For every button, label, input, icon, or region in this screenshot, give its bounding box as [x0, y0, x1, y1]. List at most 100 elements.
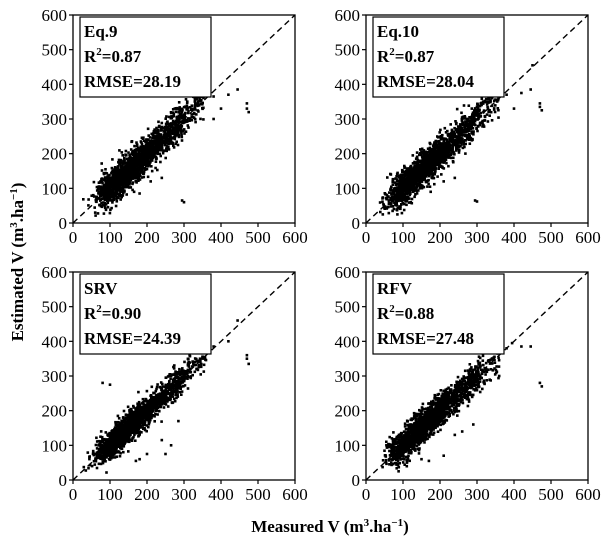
scatter-point	[127, 186, 131, 189]
scatter-point	[416, 167, 420, 171]
scatter-point	[173, 135, 177, 138]
scatter-point	[467, 117, 470, 121]
scatter-point	[420, 147, 424, 151]
scatter-panel-3: 0 100 200 300 400 500 6000100200300400500600SR…	[42, 263, 308, 504]
scatter-point	[109, 190, 112, 194]
scatter-point	[159, 129, 162, 132]
scatter-point	[150, 169, 154, 173]
scatter-point	[442, 180, 445, 183]
scatter-point	[131, 175, 135, 179]
scatter-point	[163, 143, 166, 147]
scatter-point	[475, 111, 479, 115]
scatter-point	[105, 172, 109, 175]
scatter-point	[144, 160, 147, 164]
scatter-point	[108, 211, 112, 215]
scatter-point	[381, 197, 384, 200]
scatter-point	[118, 149, 121, 152]
scatter-point	[139, 145, 143, 148]
scatter-point	[212, 117, 215, 121]
scatter-point	[172, 112, 176, 116]
scatter-point	[111, 201, 114, 204]
scatter-point	[120, 151, 124, 154]
scatter-point	[413, 182, 416, 185]
scatter-point	[165, 133, 168, 137]
scatter-point	[400, 199, 403, 202]
scatter-point	[106, 199, 109, 202]
scatter-point	[193, 107, 197, 110]
scatter-point	[143, 139, 146, 142]
scatter-point	[412, 188, 416, 191]
scatter-point	[84, 469, 88, 472]
scatter-point	[164, 376, 168, 379]
scatter-point	[180, 125, 184, 128]
scatter-point	[185, 104, 189, 107]
scatter-point	[464, 120, 467, 123]
scatter-point	[481, 122, 484, 125]
x-tick-label: 0	[69, 228, 78, 247]
scatter-point	[457, 141, 460, 144]
scatter-point	[441, 133, 444, 137]
scatter-point	[480, 97, 484, 100]
scatter-point	[185, 120, 189, 123]
scatter-point	[184, 98, 188, 101]
scatter-point	[488, 114, 491, 117]
scatter-point	[194, 120, 197, 124]
scatter-point	[150, 165, 153, 168]
scatter-point	[143, 167, 147, 170]
scatter-point	[145, 156, 148, 160]
scatter-point	[477, 109, 481, 113]
scatter-point	[159, 381, 163, 384]
scatter-point	[440, 156, 443, 160]
scatter-point	[159, 154, 162, 158]
scatter-point	[394, 203, 397, 207]
x-tick-label: 100	[390, 228, 416, 247]
scatter-point	[119, 198, 122, 201]
y-tick-label: 100	[42, 179, 68, 198]
scatter-point	[401, 169, 404, 173]
scatter-point	[165, 125, 169, 129]
scatter-point	[416, 163, 419, 167]
scatter-point	[425, 162, 429, 165]
scatter-point	[120, 179, 124, 182]
scatter-point	[101, 461, 105, 465]
scatter-point	[449, 137, 452, 141]
scatter-point	[194, 102, 197, 105]
scatter-point	[415, 192, 419, 195]
scatter-point	[173, 399, 177, 403]
scatter-point	[429, 162, 433, 165]
scatter-point	[101, 188, 104, 192]
scatter-point	[398, 189, 401, 193]
scatter-point	[103, 437, 106, 441]
scatter-point	[445, 139, 448, 143]
scatter-point	[120, 165, 124, 168]
scatter-point	[150, 395, 153, 399]
scatter-point	[427, 174, 431, 178]
scatter-point	[396, 195, 399, 198]
scatter-point	[113, 170, 116, 173]
scatter-point	[429, 172, 432, 176]
scatter-point	[391, 177, 395, 181]
scatter-point	[111, 174, 114, 177]
scatter-point	[462, 143, 466, 146]
scatter-point	[165, 149, 168, 153]
scatter-point	[401, 178, 404, 182]
scatter-point	[422, 167, 426, 171]
scatter-point	[245, 107, 249, 110]
scatter-point	[423, 170, 427, 174]
scatter-point	[184, 111, 187, 115]
scatter-point	[106, 197, 110, 201]
scatter-point	[466, 134, 469, 137]
scatter-point	[408, 174, 411, 177]
scatter-point	[92, 180, 96, 184]
scatter-point	[96, 187, 100, 191]
scatter-point	[193, 363, 197, 367]
scatter-point	[110, 166, 114, 170]
scatter-point	[395, 172, 399, 176]
scatter-point	[154, 136, 158, 140]
scatter-point	[126, 184, 129, 188]
scatter-point	[437, 155, 441, 158]
scatter-point	[421, 174, 424, 177]
y-tick-label: 400	[335, 75, 361, 94]
scatter-point	[124, 149, 128, 153]
scatter-point	[99, 194, 103, 198]
